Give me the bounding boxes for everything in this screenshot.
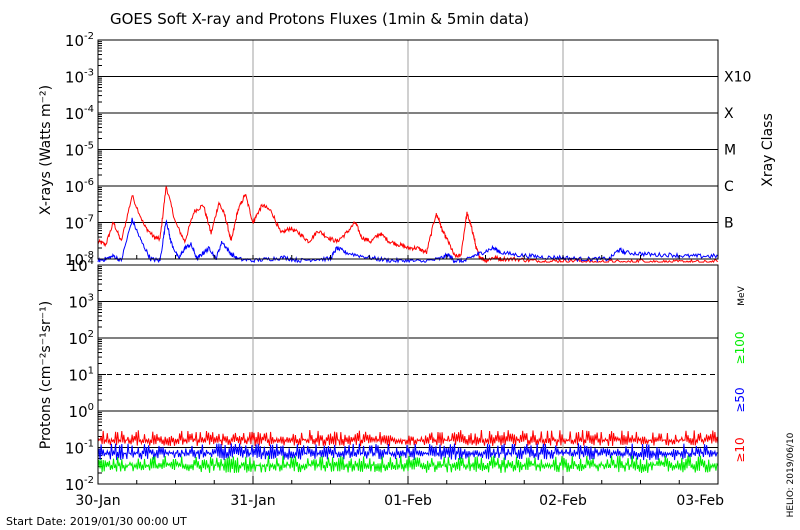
xray-class-label: X10 bbox=[724, 70, 751, 86]
protons-frame bbox=[97, 264, 719, 485]
xray-class-ticks: B C M X X10 bbox=[724, 70, 751, 232]
xray-class-axis-label: Xray Class bbox=[760, 113, 776, 187]
xray-y-tick-label: 10-5 bbox=[65, 141, 94, 160]
protons-series bbox=[97, 430, 719, 474]
protons-y-axis-label: Protons (cm⁻²s⁻¹sr⁻¹) bbox=[38, 301, 54, 450]
x-tick-label: 02-Feb bbox=[539, 493, 587, 509]
protons-energy-label: ≥100 bbox=[733, 332, 747, 365]
xray-class-label: M bbox=[724, 143, 736, 159]
xray-y-tick-label: 10-8 bbox=[65, 250, 94, 269]
x-axis-ticks: 30-Jan 31-Jan 01-Feb 02-Feb 03-Feb bbox=[75, 255, 724, 509]
protons-y-tick-label: 104 bbox=[69, 256, 94, 275]
xray-class-label: C bbox=[724, 179, 734, 195]
protons-y-tick-label: 103 bbox=[69, 293, 94, 312]
protons-series-line-1 bbox=[97, 443, 719, 461]
protons-y-tick-label: 102 bbox=[69, 329, 94, 348]
xray-y-tick-label: 10-4 bbox=[65, 104, 94, 123]
start-date-label: Start Date: 2019/01/30 00:00 UT bbox=[6, 515, 187, 528]
protons-panel: 10-2 10-1 100 101 102 103 104 30-Jan 31-Jan 01-F… bbox=[38, 255, 747, 509]
protons-energy-label: ≥10 bbox=[733, 437, 747, 462]
x-tick-label: 01-Feb bbox=[384, 493, 432, 509]
chart-title: GOES Soft X-ray and Protons Fluxes (1min… bbox=[110, 10, 529, 28]
x-tick-label: 30-Jan bbox=[75, 493, 120, 509]
protons-energy-label: MeV bbox=[737, 285, 747, 305]
xray-series-line-0 bbox=[97, 186, 719, 264]
protons-energy-labels: MeV ≥100 ≥50 ≥10 bbox=[733, 285, 747, 462]
protons-series-line-2 bbox=[97, 455, 719, 474]
xray-class-label: X bbox=[724, 106, 734, 122]
xray-y-tick-label: 10-2 bbox=[65, 31, 94, 50]
x-tick-label: 31-Jan bbox=[230, 493, 275, 509]
protons-y-tick-label: 10-2 bbox=[65, 475, 94, 494]
xray-y-ticks: 10-8 10-7 10-6 10-5 10-4 10-3 10-2 bbox=[65, 31, 94, 269]
xray-y-axis-label: X-rays (Watts m⁻²) bbox=[38, 85, 54, 215]
xray-series-line-1 bbox=[97, 217, 719, 264]
protons-y-tick-label: 10-1 bbox=[65, 439, 94, 458]
protons-gridlines bbox=[98, 264, 718, 485]
xray-class-label: B bbox=[724, 216, 734, 232]
protons-energy-label: ≥50 bbox=[733, 387, 747, 412]
xray-gridlines bbox=[98, 39, 718, 260]
protons-y-tick-label: 100 bbox=[69, 402, 94, 421]
xray-y-tick-label: 10-3 bbox=[65, 68, 94, 87]
x-tick-label: 03-Feb bbox=[676, 493, 724, 509]
xray-y-tick-label: 10-6 bbox=[65, 177, 94, 196]
xray-panel: 10-8 10-7 10-6 10-5 10-4 10-3 10-2 B C M X X10 X-r… bbox=[38, 31, 776, 269]
xray-y-tick-label: 10-7 bbox=[65, 214, 94, 233]
protons-y-tick-label: 101 bbox=[69, 366, 94, 385]
protons-y-ticks: 10-2 10-1 100 101 102 103 104 bbox=[65, 256, 94, 494]
protons-series-line-0 bbox=[97, 430, 719, 447]
helio-stamp: HELIO: 2019/06/10 bbox=[786, 432, 796, 517]
xray-series bbox=[97, 186, 719, 264]
